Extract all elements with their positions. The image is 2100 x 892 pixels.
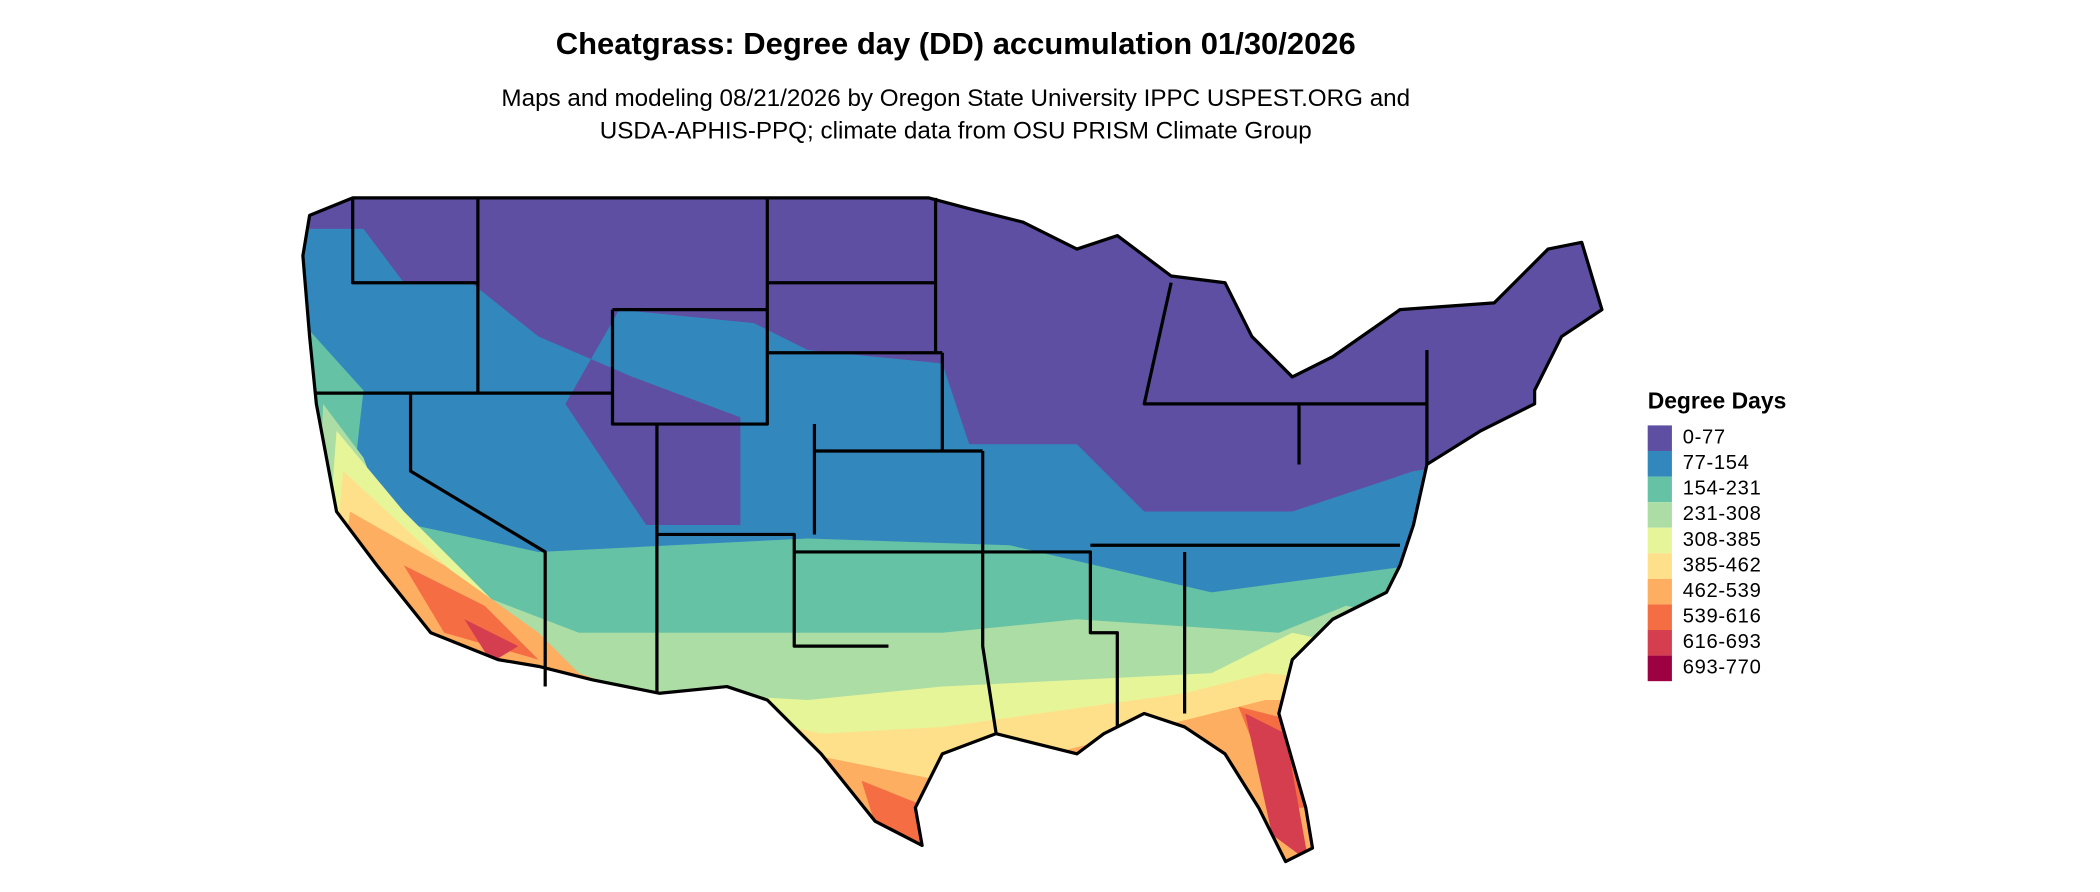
legend-swatch bbox=[1647, 604, 1672, 631]
legend-swatch bbox=[1647, 553, 1672, 579]
legend-swatch bbox=[1647, 527, 1672, 554]
map-subtitle: Maps and modeling 08/21/2026 by Oregon S… bbox=[501, 85, 1410, 112]
legend-label: 231-308 bbox=[1683, 503, 1762, 525]
legend-swatch bbox=[1647, 450, 1672, 477]
legend: 0-77 77-154 154-231 231-308 308-385 385-462 46… bbox=[1647, 425, 1762, 682]
legend-title: Degree Days bbox=[1648, 388, 1787, 414]
state-borders bbox=[301, 196, 1604, 864]
map-fill bbox=[302, 197, 1602, 862]
legend-label: 0-77 bbox=[1683, 427, 1726, 449]
legend-label: 308-385 bbox=[1683, 529, 1762, 551]
legend-label: 385-462 bbox=[1683, 554, 1762, 576]
legend-label: 616-693 bbox=[1683, 631, 1762, 653]
legend-swatch bbox=[1647, 425, 1672, 451]
legend-label: 539-616 bbox=[1683, 606, 1762, 628]
legend-label: 77-154 bbox=[1683, 452, 1750, 474]
legend-swatch bbox=[1647, 578, 1672, 605]
map-title: Cheatgrass: Degree day (DD) accumulation… bbox=[556, 26, 1356, 61]
legend-label: 462-539 bbox=[1683, 580, 1762, 602]
legend-swatch bbox=[1647, 630, 1672, 656]
legend-label: 154-231 bbox=[1683, 478, 1762, 500]
map-subtitle: USDA-APHIS-PPQ; climate data from OSU PR… bbox=[600, 117, 1312, 144]
legend-swatch bbox=[1647, 476, 1672, 503]
legend-swatch bbox=[1647, 502, 1672, 528]
legend-swatch bbox=[1647, 655, 1672, 682]
legend-label: 693-770 bbox=[1683, 657, 1762, 679]
